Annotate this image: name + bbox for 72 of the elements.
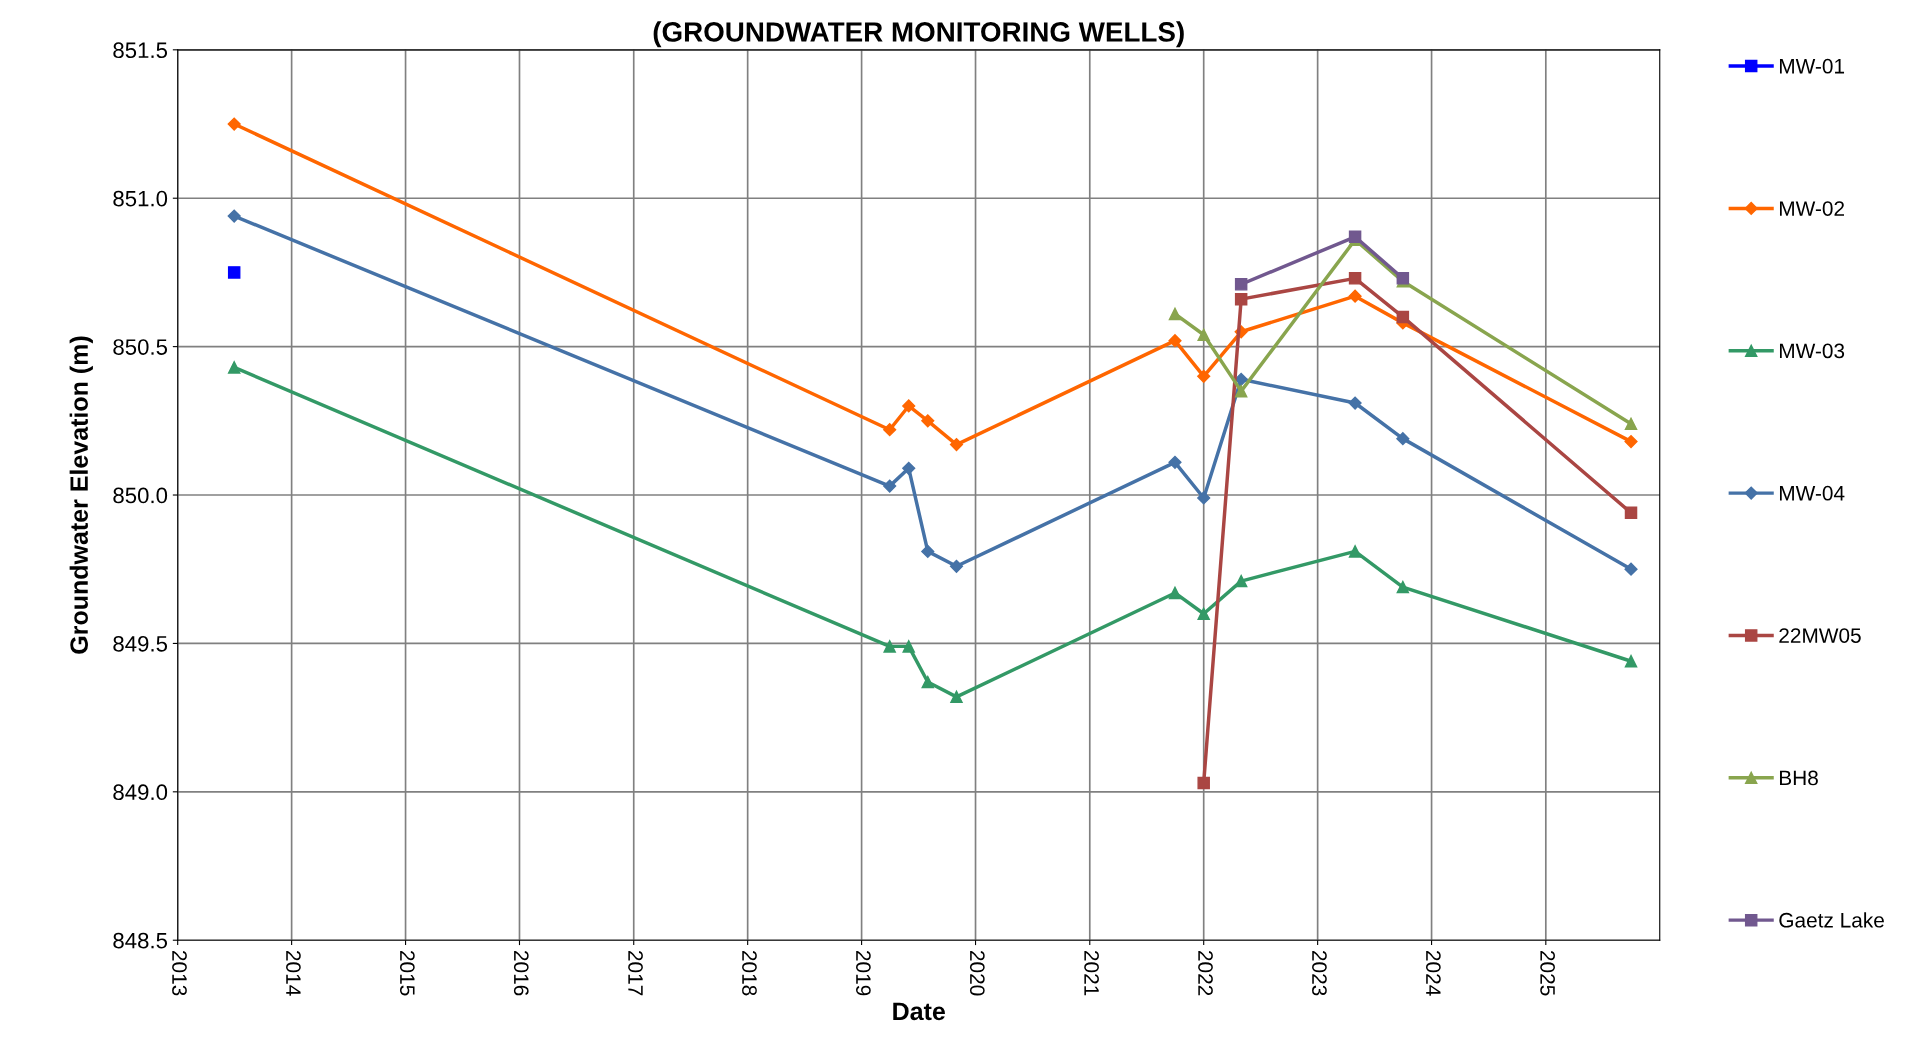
x-tick-label: 2015 [399, 950, 415, 996]
chart-title: (GROUNDWATER MONITORING WELLS) [653, 21, 1184, 48]
point [227, 117, 241, 131]
point [1396, 310, 1410, 324]
x-tick-label: 2020 [969, 950, 985, 996]
point [1624, 435, 1638, 449]
x-tick-label: 2013 [172, 950, 187, 996]
point [1234, 372, 1248, 386]
point [921, 675, 935, 689]
y-tick-label: 849.0 [113, 784, 168, 801]
x-tick-label: 2025 [1540, 950, 1555, 996]
point [1624, 506, 1638, 520]
point [1168, 586, 1182, 600]
point [227, 361, 241, 374]
x-tick-label: 2023 [1312, 950, 1327, 996]
point [1624, 654, 1638, 668]
point [227, 209, 241, 223]
x-tick-label: 2019 [856, 950, 871, 996]
point [1197, 607, 1210, 620]
point [1396, 580, 1410, 594]
point [949, 559, 964, 573]
point [883, 423, 897, 437]
legend-label: MW-03 [1779, 343, 1845, 359]
point [1197, 491, 1211, 505]
legend-label: 22MW05 [1779, 628, 1861, 643]
y-tick-label: 850.0 [113, 487, 168, 504]
legend-label: Gaetz Lake [1779, 912, 1884, 928]
x-axis-title: Date [893, 1002, 945, 1021]
x-tick-label: 2021 [1084, 950, 1099, 996]
point [1197, 328, 1210, 341]
point [902, 461, 916, 475]
point [883, 479, 897, 493]
point [1624, 562, 1638, 576]
point [1168, 307, 1182, 321]
point [1348, 545, 1362, 558]
x-tick-label: 2018 [742, 950, 757, 996]
legend-label: BH8 [1779, 770, 1818, 786]
y-tick-label: 849.5 [113, 635, 168, 652]
point [1348, 289, 1362, 303]
y-tick-label: 851.5 [113, 42, 168, 59]
x-tick-label: 2024 [1425, 950, 1441, 996]
point [1197, 776, 1210, 790]
y-tick-label: 850.5 [113, 339, 168, 355]
point [921, 414, 935, 428]
point [1168, 455, 1182, 469]
legend-label: MW-01 [1779, 58, 1845, 74]
legend-label: MW-04 [1779, 485, 1845, 501]
x-tick-label: 2016 [513, 950, 529, 996]
point [1168, 334, 1182, 348]
point [227, 266, 241, 279]
point [1234, 574, 1248, 588]
point [1234, 278, 1248, 291]
point [1348, 396, 1362, 410]
point [1197, 369, 1211, 383]
point [949, 437, 964, 452]
point [950, 690, 963, 704]
point [902, 640, 915, 653]
point [1396, 432, 1410, 446]
point [902, 399, 916, 413]
point [921, 544, 935, 559]
point [1234, 384, 1248, 398]
legend-label: MW-02 [1779, 201, 1844, 216]
x-tick-label: 2017 [628, 950, 643, 996]
point [1348, 272, 1362, 285]
y-tick-label: 851.0 [113, 190, 168, 207]
x-tick-label: 2014 [286, 950, 301, 996]
x-tick-label: 2022 [1198, 950, 1213, 996]
y-tick-label: 848.5 [113, 932, 168, 949]
point [1234, 292, 1248, 306]
point [1624, 417, 1638, 431]
point [883, 640, 896, 653]
y-axis-title: Groundwater Elevation (m) [69, 336, 93, 654]
